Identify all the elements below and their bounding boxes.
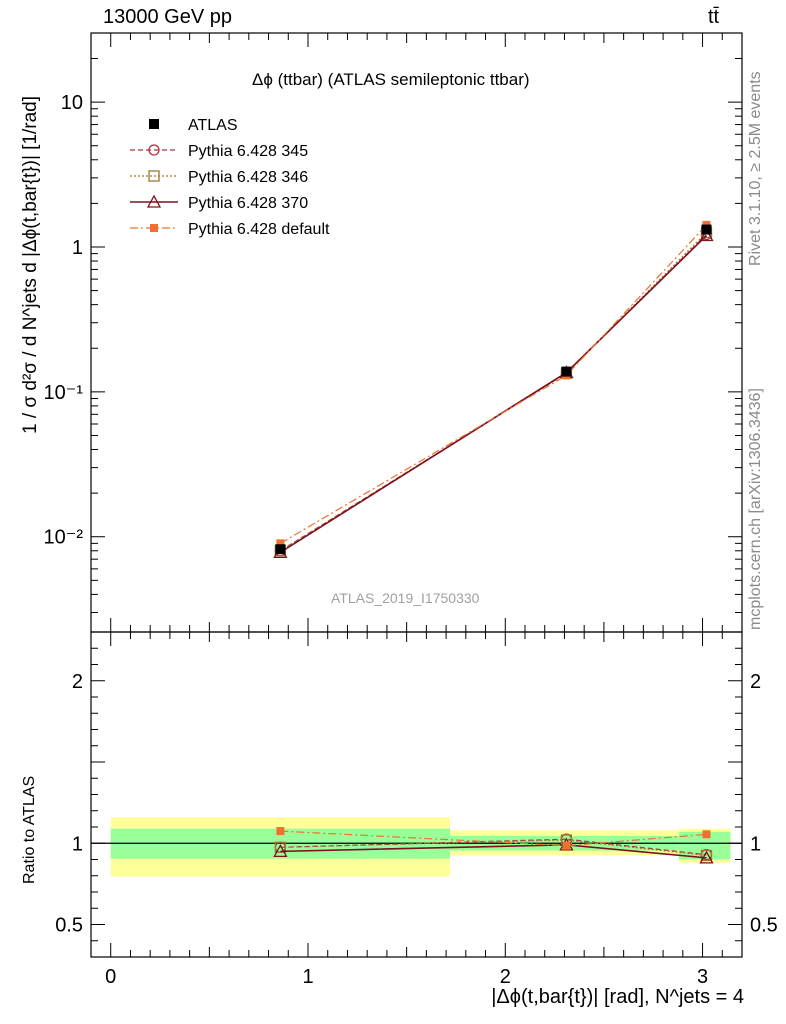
data-marker (702, 830, 711, 839)
series-line (280, 234, 707, 552)
main-y-axis-label: 1 / σ d²σ / d N^jets d |Δϕ(t,bar{t})| [1… (20, 95, 41, 434)
data-marker (699, 850, 714, 864)
mcplots-text: mcplots.cern.ch [arXiv:1306.3436] (747, 388, 764, 630)
legend-entry: Pythia 6.428 default (188, 221, 330, 238)
y-tick-label: 10 (61, 92, 83, 114)
data-marker (148, 170, 160, 182)
legend-entry: Pythia 6.428 346 (188, 169, 308, 186)
x-tick-label: 0 (105, 966, 116, 988)
y-tick-label: 10⁻¹ (44, 382, 84, 404)
ratio-series-line (280, 830, 707, 847)
legend-entry: Pythia 6.428 345 (188, 143, 308, 160)
data-marker (701, 224, 712, 235)
rivet-version-text: Rivet 3.1.10, ≥ 2.5M events (747, 71, 764, 266)
x-tick-label: 1 (302, 966, 313, 988)
watermark: ATLAS_2019_I1750330 (331, 590, 480, 606)
y-tick-label: 1 (72, 237, 83, 259)
ratio-y-tick-label: 0.5 (55, 915, 83, 937)
ratio-y-tick-label-right: 0.5 (750, 915, 778, 937)
main-plot-title: Δϕ (ttbar) (ATLAS semileptonic ttbar) (252, 70, 530, 89)
x-axis-label: |Δϕ(t,bar{t})| [rad], N^jets = 4 (491, 986, 744, 1008)
ratio-y-axis-label: Ratio to ATLAS (21, 775, 38, 884)
energy-label: 13000 GeV pp (103, 6, 232, 28)
series-line (280, 232, 707, 552)
ratio-y-tick-label: 2 (72, 671, 83, 693)
ratio-y-tick-label-right: 2 (750, 671, 761, 693)
data-marker (275, 544, 286, 555)
data-marker (273, 844, 288, 858)
data-marker (561, 366, 572, 377)
data-marker (150, 224, 158, 232)
series-line (280, 224, 707, 544)
x-tick-label: 3 (697, 966, 708, 988)
process-label: tt̄ (708, 6, 720, 28)
legend-entry: ATLAS (188, 117, 238, 134)
data-marker (276, 827, 285, 836)
data-marker (149, 119, 159, 129)
data-marker (276, 539, 285, 548)
series-line (279, 234, 708, 554)
ratio-plot-frame (90, 631, 743, 958)
ratio-series-line (280, 838, 707, 856)
ratio-y-tick-label: 1 (72, 833, 83, 855)
data-marker (146, 194, 162, 208)
x-tick-label: 2 (500, 966, 511, 988)
data-marker (699, 228, 714, 242)
ratio-y-tick-label-right: 1 (750, 833, 761, 855)
data-marker (148, 144, 160, 156)
y-tick-label: 10⁻² (44, 527, 84, 549)
legend-entry: Pythia 6.428 370 (188, 195, 308, 212)
data-marker (274, 841, 287, 853)
data-marker (700, 849, 713, 862)
data-marker (562, 841, 571, 850)
ratio-series-line (280, 839, 707, 857)
